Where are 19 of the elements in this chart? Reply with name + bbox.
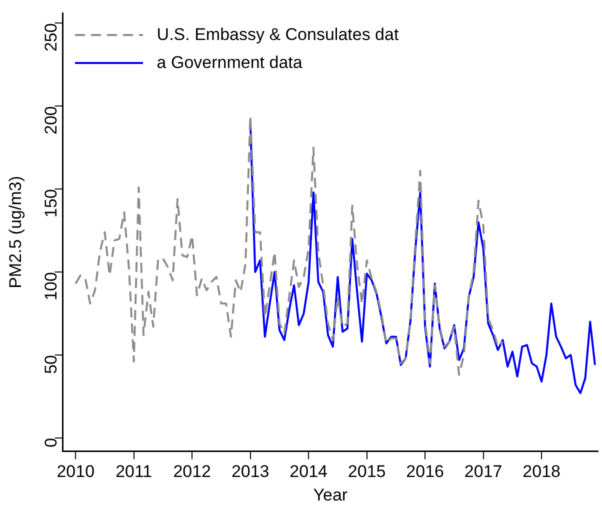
y-tick-label: 0	[41, 438, 60, 448]
y-tick-label: 250	[41, 23, 60, 52]
x-tick-label: 2012	[173, 462, 212, 482]
x-tick-label: 2016	[406, 462, 444, 482]
x-tick-label: 2017	[464, 462, 502, 482]
y-tick-label: 150	[41, 189, 60, 218]
y-tick-label: 50	[41, 354, 60, 374]
y-axis-title: PM2.5 (ug/m3)	[6, 176, 25, 288]
x-tick-label: 2010	[56, 462, 95, 482]
y-tick-label: 100	[41, 272, 60, 300]
legend-label: U.S. Embassy & Consulates dat	[156, 25, 399, 46]
x-axis-title: Year	[313, 485, 348, 504]
legend-label: a Government data	[156, 53, 302, 74]
x-tick-label: 2011	[116, 462, 152, 482]
x-tick-label: 2015	[348, 462, 386, 482]
x-tick-label: 2018	[522, 462, 560, 482]
x-tick-label: 2013	[231, 462, 270, 482]
x-tick-label: 2014	[290, 462, 328, 482]
y-tick-label: 200	[41, 106, 60, 134]
